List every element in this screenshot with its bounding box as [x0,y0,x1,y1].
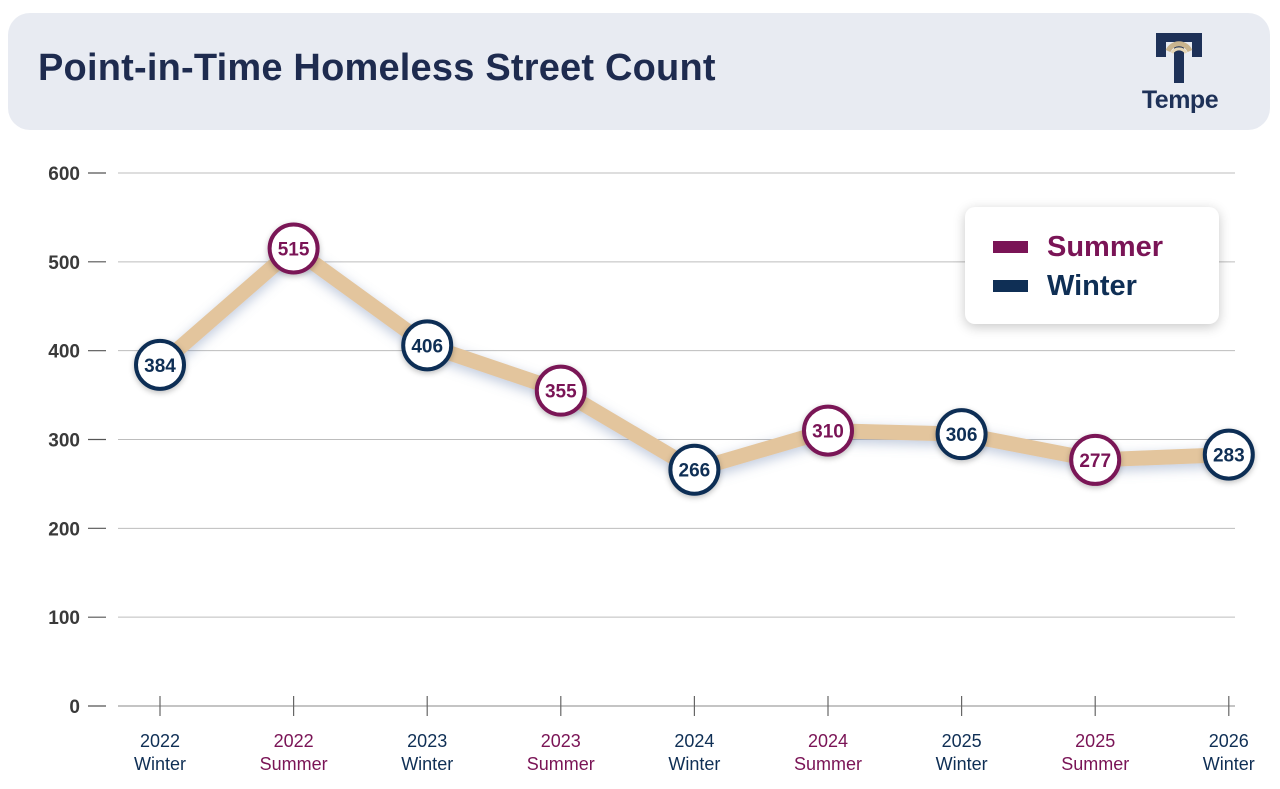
data-point-marker [1202,428,1255,481]
legend-label-summer: Summer [1047,230,1164,263]
tempe-logo: Tempe [1130,31,1230,115]
legend-label-winter: Winter [1047,269,1137,302]
data-point-marker [267,222,320,275]
x-tick-label-year: 2025 [1075,731,1115,751]
data-point: 283 [1202,428,1255,481]
x-tick-label-year: 2022 [274,731,314,751]
x-tick-label-year: 2025 [942,731,982,751]
x-tick-label-season: Winter [1203,754,1255,774]
data-points: 384 515 406 355 266 310 306 277 283 [134,222,1255,496]
data-point: 277 [1069,433,1122,486]
y-tick-label: 100 [48,608,80,629]
data-point-marker [802,404,854,457]
data-label: 266 [679,461,711,482]
header-bar: Point-in-Time Homeless Street Count Temp… [8,13,1270,130]
data-point-marker [668,443,721,496]
y-tick-label: 200 [48,519,80,540]
x-tick-label-season: Winter [134,754,186,774]
y-axis: 0 100 200 300 400 500 600 [48,164,106,718]
data-point-marker [935,408,988,461]
data-label: 355 [545,382,577,403]
x-tick-label-season: Summer [794,754,862,774]
legend: Summer Winter [965,207,1219,324]
x-axis: 2022 Winter 2022 Summer 2023 Winter 2023 Summer… [134,696,1255,774]
x-tick-label-season: Winter [401,754,453,774]
legend-item-winter: Winter [993,268,1137,304]
data-point-marker [1069,433,1122,486]
data-label: 277 [1079,451,1111,472]
y-tick-label: 600 [48,164,80,185]
x-tick-label-year: 2022 [140,731,180,751]
x-tick-label-season: Winter [668,754,720,774]
data-point: 384 [134,338,186,391]
x-tick-label-season: Summer [527,754,595,774]
data-point: 355 [534,364,587,417]
x-tick-label-year: 2024 [674,731,714,751]
y-tick-label: 400 [48,342,80,363]
legend-item-summer: Summer [993,229,1163,265]
data-point: 310 [802,404,854,457]
logo-text: Tempe [1141,86,1219,114]
x-tick-label-year: 2023 [407,731,447,751]
page-title: Point-in-Time Homeless Street Count [38,47,716,89]
data-label: 310 [812,422,844,443]
y-tick-label: 0 [69,697,80,718]
y-tick-label: 500 [48,253,80,274]
data-point-marker [401,319,454,372]
data-point: 266 [668,443,721,496]
data-point-marker [134,338,186,391]
x-tick-label-year: 2026 [1209,731,1249,751]
data-label: 283 [1213,446,1245,467]
x-tick-label-season: Summer [1061,754,1129,774]
data-point-marker [534,364,587,417]
x-tick-label-year: 2023 [541,731,581,751]
legend-swatch-summer [993,241,1028,253]
data-label: 515 [278,240,310,261]
data-point: 406 [401,319,454,372]
data-point: 306 [935,408,988,461]
data-point: 515 [267,222,320,275]
x-tick-label-season: Summer [260,754,328,774]
x-tick-label-year: 2024 [808,731,848,751]
data-label: 384 [144,356,176,377]
data-label: 306 [946,425,978,446]
data-label: 406 [411,336,443,357]
legend-swatch-winter [993,280,1028,292]
y-tick-label: 300 [48,431,80,452]
tempe-logo-icon [1156,33,1202,83]
x-tick-label-season: Winter [936,754,988,774]
